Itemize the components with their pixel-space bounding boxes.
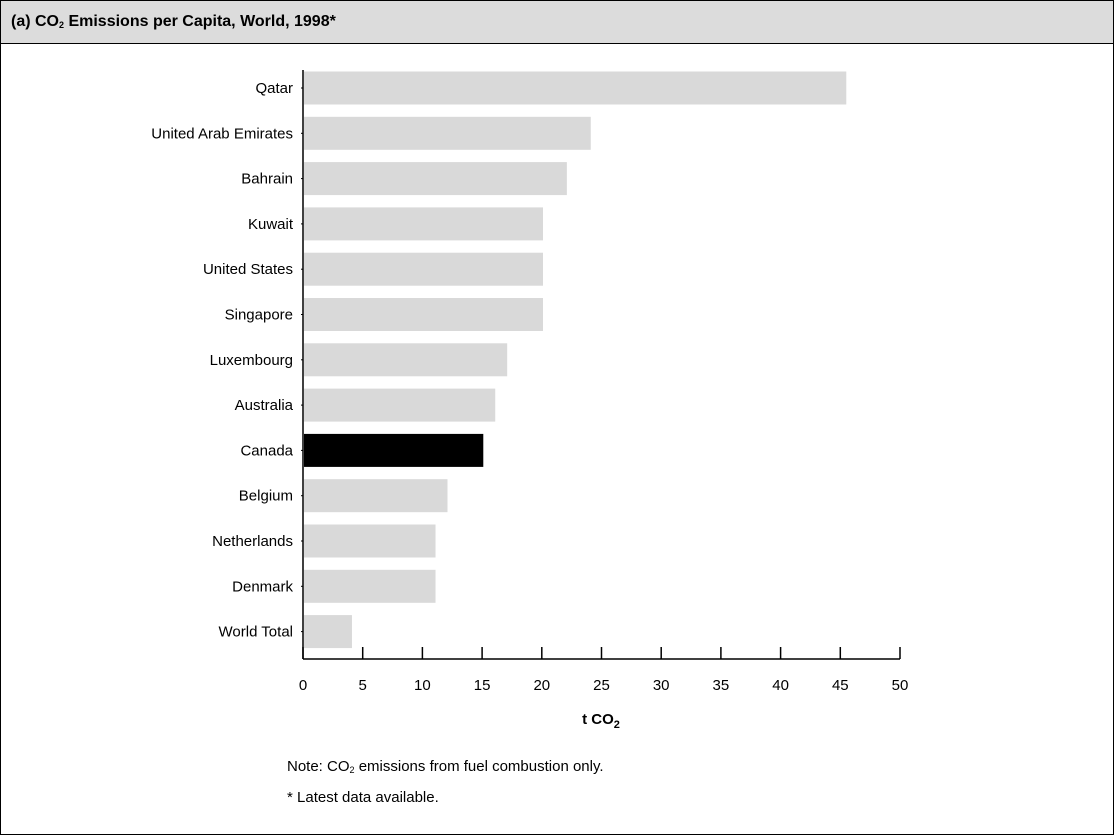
title-prefix: (a) CO [11, 13, 59, 30]
bar-united-arab-emirates [304, 116, 591, 150]
x-tick-label-25: 25 [593, 677, 610, 694]
bar-netherlands [304, 524, 436, 558]
bar-qatar [304, 71, 847, 105]
category-label-bahrain: Bahrain [241, 171, 293, 188]
bar-belgium [304, 479, 448, 513]
category-label-united-states: United States [203, 261, 293, 278]
note-suffix: emissions from fuel combustion only. [354, 758, 604, 775]
bar-canada [304, 433, 484, 467]
x-tick-label-10: 10 [414, 677, 431, 694]
bar-world-total [304, 615, 352, 649]
chart-title: (a) CO2 Emissions per Capita, World, 199… [11, 13, 336, 31]
category-label-netherlands: Netherlands [212, 533, 293, 550]
title-suffix: Emissions per Capita, World, 1998* [64, 13, 336, 30]
x-tick-label-20: 20 [533, 677, 550, 694]
bar-bahrain [304, 162, 567, 196]
bar-australia [304, 388, 496, 422]
note-line-1: Note: CO2 emissions from fuel combustion… [287, 758, 604, 775]
category-label-luxembourg: Luxembourg [210, 352, 293, 369]
bar-singapore [304, 298, 543, 331]
category-label-world-total: World Total [219, 624, 293, 641]
note-prefix: Note: CO [287, 758, 350, 775]
category-label-australia: Australia [235, 397, 294, 414]
category-label-belgium: Belgium [239, 488, 293, 505]
x-tick-label-50: 50 [892, 677, 909, 694]
x-tick-label-0: 0 [299, 677, 307, 694]
x-tick-label-30: 30 [653, 677, 670, 694]
category-label-kuwait: Kuwait [248, 216, 294, 233]
bar-united-states [304, 252, 543, 286]
x-axis-label: t CO2 [582, 711, 620, 731]
x-tick-label-40: 40 [772, 677, 789, 694]
x-tick-label-5: 5 [359, 677, 367, 694]
x-tick-label-15: 15 [474, 677, 491, 694]
category-label-united-arab-emirates: United Arab Emirates [151, 125, 293, 142]
category-label-singapore: Singapore [225, 307, 293, 324]
category-label-qatar: Qatar [255, 80, 293, 97]
chart-header: (a) CO2 Emissions per Capita, World, 199… [1, 1, 1113, 44]
title-subscript: 2 [59, 20, 65, 30]
category-label-canada: Canada [240, 442, 293, 459]
x-tick-label-35: 35 [713, 677, 730, 694]
note-line-2: * Latest data available. [287, 789, 439, 806]
x-tick-label-45: 45 [832, 677, 849, 694]
bar-luxembourg [304, 343, 508, 377]
note-subscript: 2 [349, 765, 355, 775]
bar-kuwait [304, 207, 543, 241]
category-label-denmark: Denmark [232, 578, 293, 595]
bar-denmark [304, 569, 436, 603]
